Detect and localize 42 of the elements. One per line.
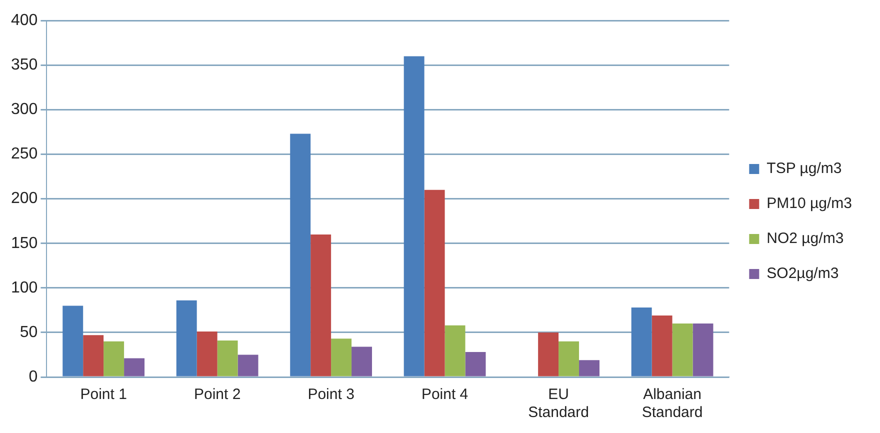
x-tick-label: Point 4 (421, 386, 468, 404)
bar (404, 56, 424, 376)
bar (238, 354, 258, 376)
x-tick-label: Point 2 (194, 386, 241, 404)
bar (331, 338, 352, 376)
legend-label: SO2µg/m3 (766, 265, 839, 282)
legend-label: PM10 µg/m3 (766, 195, 852, 212)
legend-label: NO2 µg/m3 (766, 230, 844, 248)
x-tick-label: EU Standard (528, 386, 589, 422)
bar (176, 300, 197, 376)
x-tick-label: Point 1 (80, 386, 127, 404)
bar (83, 335, 104, 376)
bar (672, 324, 693, 376)
bar (444, 325, 466, 376)
bar (558, 341, 580, 376)
bar (62, 306, 84, 376)
y-tick-label: 300 (10, 101, 38, 118)
bar (290, 134, 311, 376)
bar (631, 308, 652, 376)
bar (692, 324, 714, 376)
bar (196, 332, 218, 376)
bar (465, 352, 486, 376)
bar (538, 332, 559, 376)
y-tick-label: 50 (20, 324, 38, 341)
legend-label: TSP µg/m3 (766, 160, 842, 178)
x-tick-label: Point 3 (308, 386, 354, 404)
bar (352, 346, 372, 376)
bar (652, 316, 672, 376)
y-tick-label: 150 (10, 234, 38, 252)
x-tick-label: Albanian Standard (642, 386, 703, 422)
bar (124, 358, 145, 376)
y-tick-label: 200 (10, 190, 38, 208)
bar (424, 190, 445, 376)
bar (310, 234, 332, 376)
bar (104, 341, 124, 376)
y-tick-label: 350 (10, 56, 38, 74)
bar (217, 340, 238, 376)
bar (579, 360, 600, 376)
y-tick-label: 250 (10, 146, 38, 163)
y-tick-label: 100 (10, 279, 38, 296)
y-tick-label: 400 (10, 12, 38, 30)
y-tick-label: 0 (28, 368, 38, 386)
